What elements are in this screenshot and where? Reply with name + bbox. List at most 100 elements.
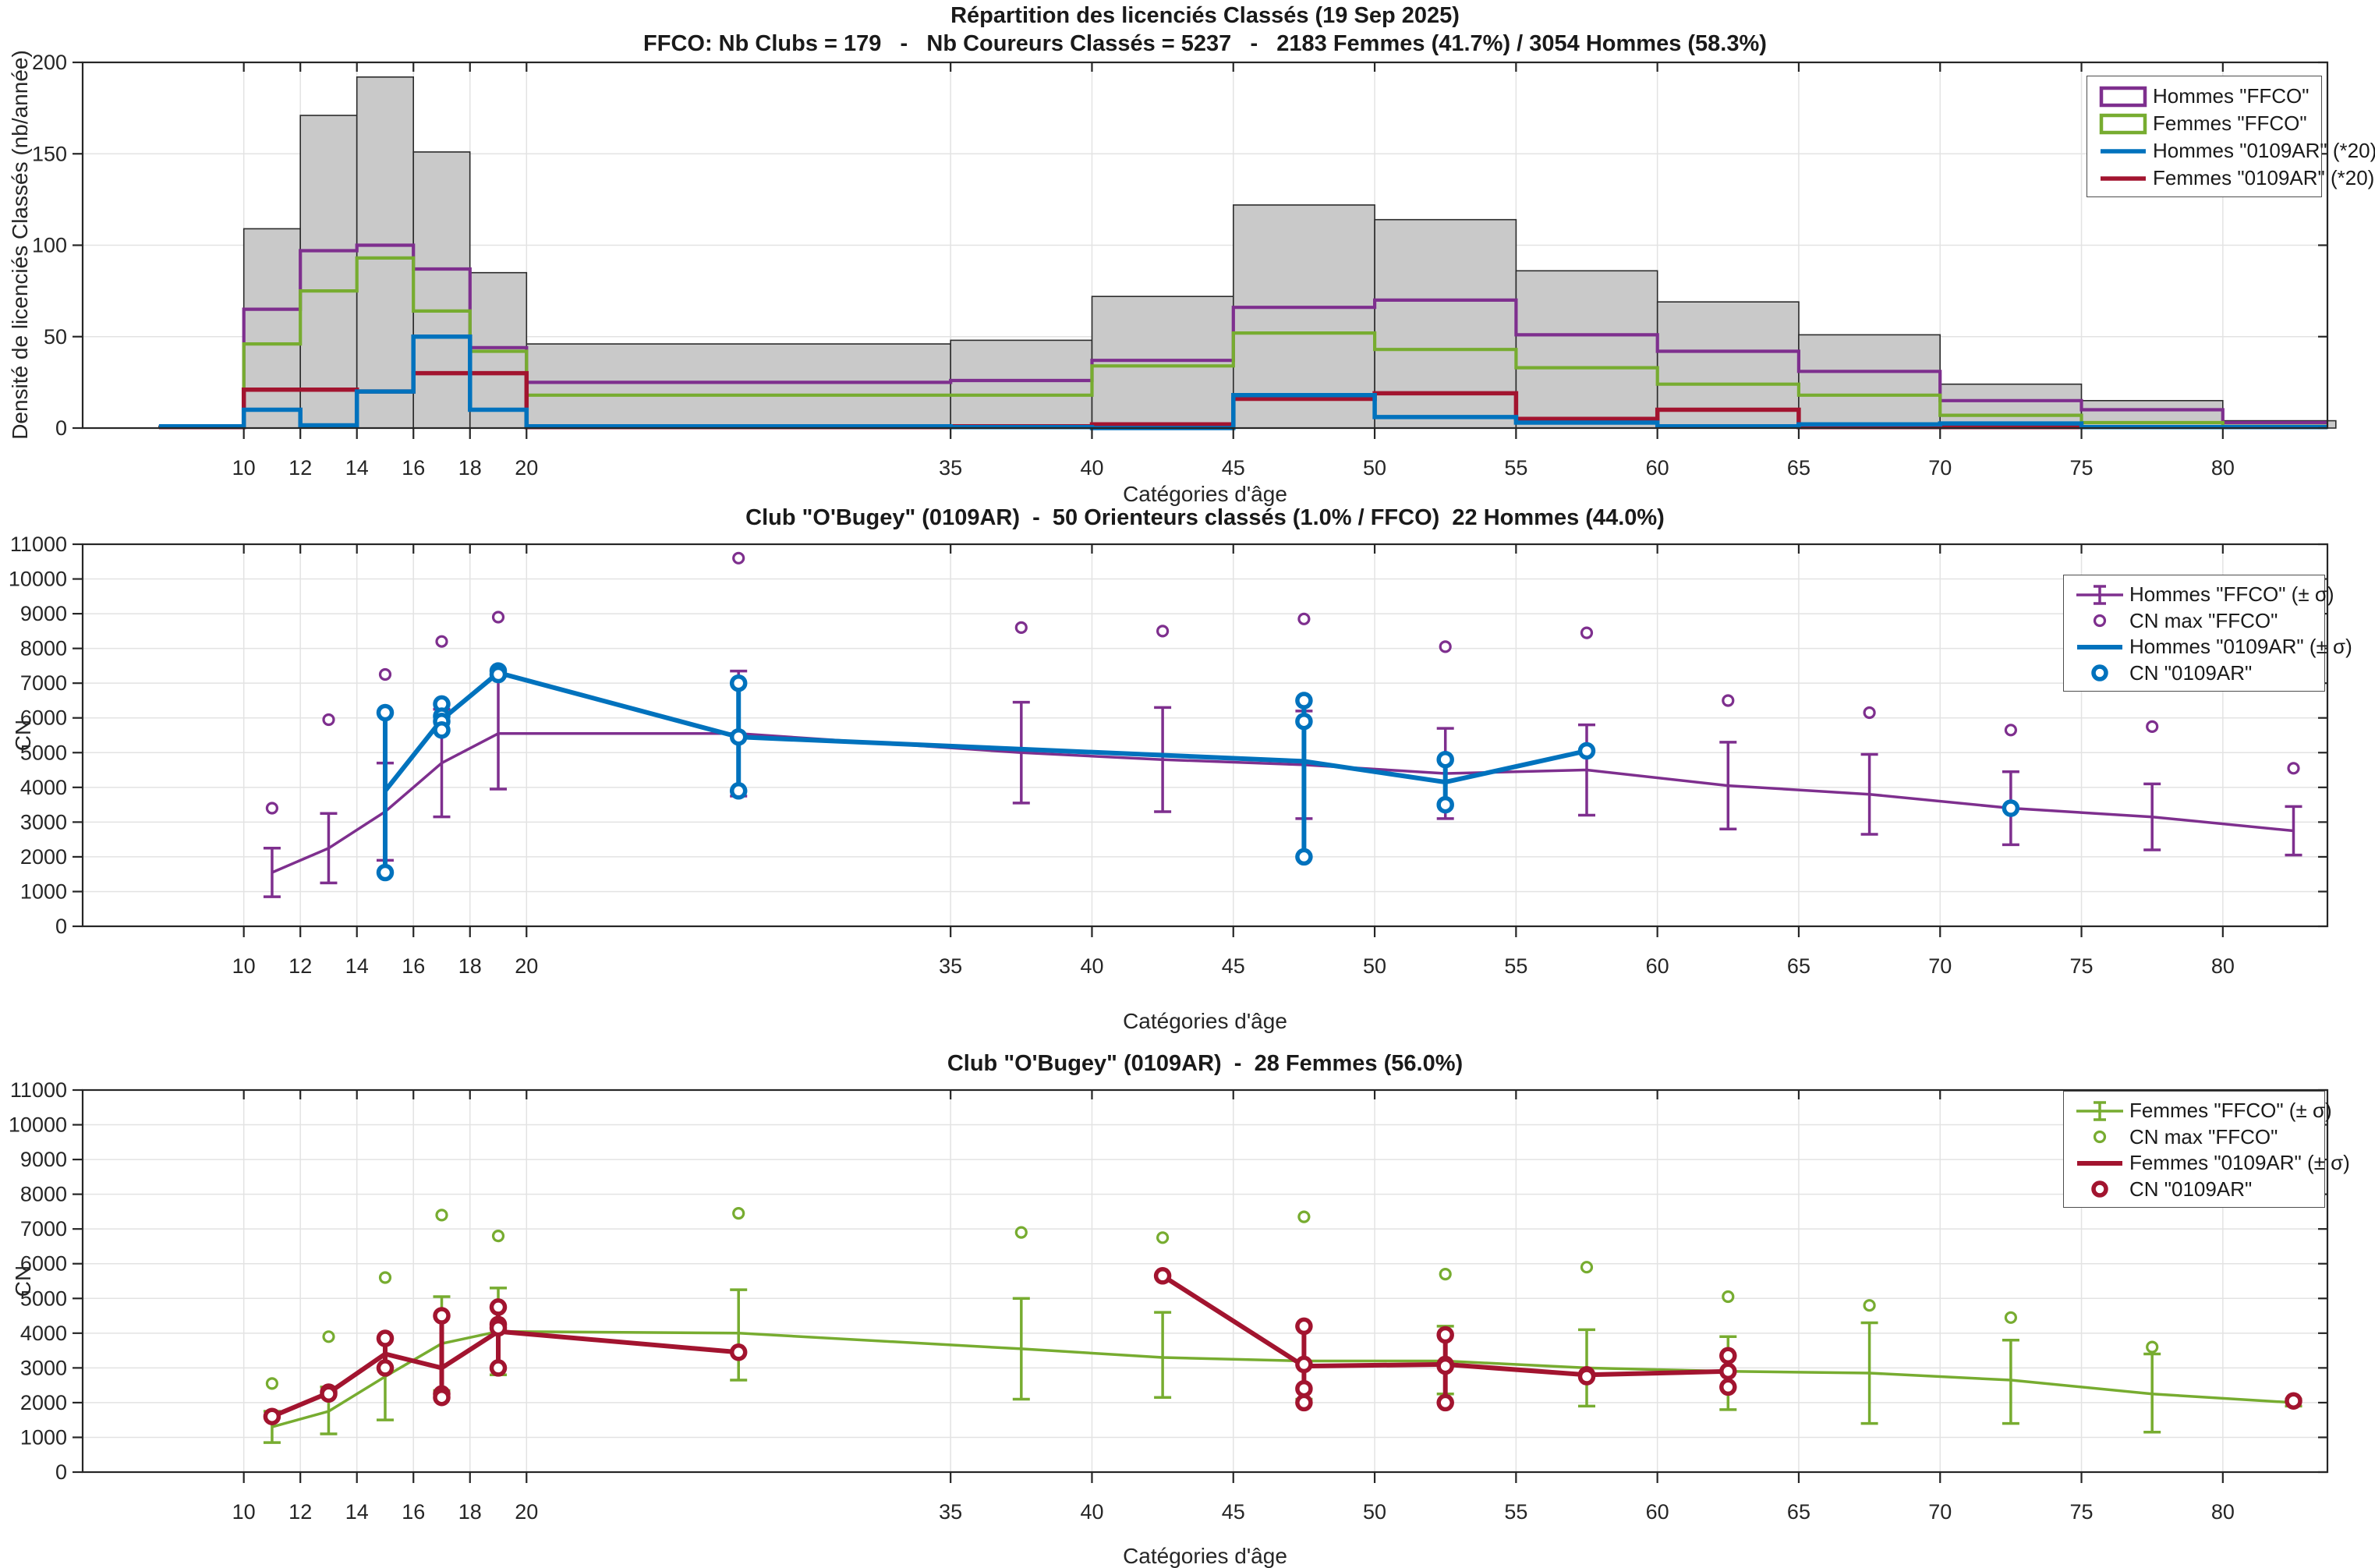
svg-text:35: 35 [939, 1500, 962, 1524]
svg-text:0: 0 [55, 416, 67, 440]
line-icon [2070, 635, 2129, 660]
svg-text:14: 14 [345, 456, 369, 480]
svg-text:55: 55 [1504, 954, 1527, 978]
svg-text:7000: 7000 [20, 1217, 67, 1241]
legend-item-hommes-ffco-errorbar: Hommes "FFCO" (± σ) [2070, 582, 2334, 608]
svg-text:80: 80 [2211, 954, 2235, 978]
svg-text:6000: 6000 [20, 1252, 67, 1276]
svg-text:0: 0 [55, 915, 67, 938]
svg-text:5000: 5000 [20, 1287, 67, 1310]
svg-text:70: 70 [1928, 456, 1952, 480]
svg-text:50: 50 [44, 325, 67, 349]
middle-chart-series [263, 551, 2302, 898]
top-chart-xlabel: Catégories d'âge [1123, 482, 1287, 506]
svg-text:14: 14 [345, 954, 369, 978]
svg-text:11000: 11000 [10, 533, 67, 556]
line-icon [2094, 166, 2153, 191]
svg-text:55: 55 [1504, 456, 1527, 480]
svg-text:75: 75 [2070, 456, 2094, 480]
svg-text:12: 12 [288, 1500, 312, 1524]
middle-legend: Hommes "FFCO" (± σ) CN max "FFCO" Hommes… [2063, 575, 2352, 692]
svg-text:60: 60 [1646, 1500, 1669, 1524]
svg-text:200: 200 [32, 51, 67, 74]
svg-text:10: 10 [232, 954, 256, 978]
svg-text:65: 65 [1787, 1500, 1810, 1524]
svg-text:12: 12 [288, 456, 312, 480]
histogram-outline-icon [2094, 84, 2153, 109]
svg-text:20: 20 [515, 1500, 538, 1524]
circle-marker-icon [2070, 1124, 2129, 1149]
svg-text:4000: 4000 [20, 776, 67, 799]
svg-text:150: 150 [32, 142, 67, 165]
svg-text:16: 16 [402, 456, 425, 480]
svg-text:80: 80 [2211, 456, 2235, 480]
svg-text:8000: 8000 [20, 1183, 67, 1206]
legend-item-cn-club: CN "0109AR" [2070, 660, 2317, 687]
svg-text:16: 16 [402, 1500, 425, 1524]
svg-text:10000: 10000 [9, 1113, 67, 1137]
svg-text:7000: 7000 [20, 671, 67, 695]
top-chart-histogram [158, 76, 2337, 430]
svg-text:75: 75 [2070, 1500, 2094, 1524]
middle-chart-xlabel: Catégories d'âge [1123, 1009, 1287, 1033]
svg-text:20: 20 [515, 954, 538, 978]
svg-text:18: 18 [458, 954, 482, 978]
svg-text:6000: 6000 [20, 706, 67, 730]
bold-circle-marker-icon [2070, 660, 2129, 685]
svg-text:10000: 10000 [9, 568, 67, 591]
svg-text:9000: 9000 [20, 602, 67, 625]
svg-text:1000: 1000 [20, 880, 67, 903]
histogram-outline-icon [2094, 111, 2153, 136]
svg-text:2000: 2000 [20, 1391, 67, 1414]
svg-text:2000: 2000 [20, 845, 67, 869]
svg-text:60: 60 [1646, 954, 1669, 978]
top-legend: Hommes "FFCO" Femmes "FFCO" Hommes "0109… [2087, 76, 2375, 197]
svg-text:5000: 5000 [20, 741, 67, 764]
svg-text:4000: 4000 [20, 1322, 67, 1345]
middle-chart-title: Club "O'Bugey" (0109AR) - 50 Orienteurs … [745, 505, 1665, 530]
bottom-chart-xlabel: Catégories d'âge [1123, 1544, 1287, 1568]
svg-text:35: 35 [939, 954, 962, 978]
svg-text:20: 20 [515, 456, 538, 480]
bottom-chart-series [263, 1206, 2302, 1444]
svg-text:9000: 9000 [20, 1148, 67, 1171]
svg-text:10: 10 [232, 456, 256, 480]
svg-text:3000: 3000 [20, 1356, 67, 1379]
svg-text:50: 50 [1363, 954, 1386, 978]
bold-circle-marker-icon [2070, 1177, 2129, 1202]
legend-item-femmes-ffco: Femmes "FFCO" [2094, 110, 2313, 137]
svg-text:40: 40 [1080, 1500, 1103, 1524]
legend-item-cn-max: CN max "FFCO" [2070, 1124, 2317, 1151]
errorbar-icon [2070, 1099, 2129, 1124]
legend-item-cn-club: CN "0109AR" [2070, 1177, 2317, 1203]
legend-item-femmes-ffco-errorbar: Femmes "FFCO" (± σ) [2070, 1098, 2332, 1124]
svg-text:60: 60 [1646, 456, 1669, 480]
svg-text:45: 45 [1222, 1500, 1245, 1524]
circle-marker-icon [2070, 608, 2129, 633]
svg-text:16: 16 [402, 954, 425, 978]
svg-text:3000: 3000 [20, 810, 67, 834]
svg-text:75: 75 [2070, 954, 2094, 978]
line-icon [2094, 139, 2153, 164]
svg-text:70: 70 [1928, 954, 1952, 978]
svg-text:1000: 1000 [20, 1425, 67, 1449]
legend-item-femmes-club: Femmes "0109AR" (*20) [2094, 165, 2374, 192]
svg-text:18: 18 [458, 456, 482, 480]
svg-text:55: 55 [1504, 1500, 1527, 1524]
svg-text:50: 50 [1363, 456, 1386, 480]
bottom-legend: Femmes "FFCO" (± σ) CN max "FFCO" Femmes… [2063, 1091, 2350, 1208]
line-icon [2070, 1151, 2129, 1176]
errorbar-icon [2070, 582, 2129, 607]
legend-item-femmes-club-line: Femmes "0109AR" (± σ) [2070, 1150, 2350, 1177]
svg-text:45: 45 [1222, 954, 1245, 978]
bottom-chart-title: Club "O'Bugey" (0109AR) - 28 Femmes (56.… [947, 1051, 1464, 1076]
svg-text:0: 0 [55, 1460, 67, 1484]
svg-text:100: 100 [32, 234, 67, 257]
legend-item-hommes-ffco: Hommes "FFCO" [2094, 83, 2313, 110]
svg-text:65: 65 [1787, 954, 1810, 978]
svg-text:8000: 8000 [20, 637, 67, 660]
svg-text:14: 14 [345, 1500, 369, 1524]
svg-text:65: 65 [1787, 456, 1810, 480]
svg-text:80: 80 [2211, 1500, 2235, 1524]
